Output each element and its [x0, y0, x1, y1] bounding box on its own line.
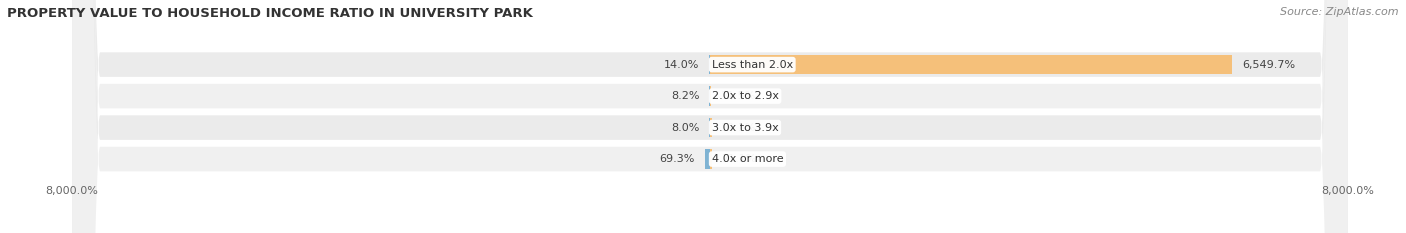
Legend: Without Mortgage, With Mortgage: Without Mortgage, With Mortgage	[593, 230, 827, 233]
Text: PROPERTY VALUE TO HOUSEHOLD INCOME RATIO IN UNIVERSITY PARK: PROPERTY VALUE TO HOUSEHOLD INCOME RATIO…	[7, 7, 533, 20]
Text: 69.3%: 69.3%	[659, 154, 695, 164]
FancyBboxPatch shape	[72, 0, 1348, 233]
Text: Source: ZipAtlas.com: Source: ZipAtlas.com	[1281, 7, 1399, 17]
FancyBboxPatch shape	[72, 0, 1348, 233]
Text: 3.0x to 3.9x: 3.0x to 3.9x	[711, 123, 779, 133]
Text: 21.1%: 21.1%	[721, 154, 756, 164]
Text: 8.2%: 8.2%	[671, 91, 700, 101]
Text: 4.0x or more: 4.0x or more	[711, 154, 783, 164]
Text: 11.5%: 11.5%	[720, 91, 756, 101]
Text: 6,549.7%: 6,549.7%	[1241, 60, 1295, 70]
Text: 2.0x to 2.9x: 2.0x to 2.9x	[711, 91, 779, 101]
Bar	[704, 149, 710, 169]
FancyBboxPatch shape	[72, 0, 1348, 233]
Text: 8.0%: 8.0%	[672, 123, 700, 133]
Bar	[710, 55, 1232, 74]
Bar	[710, 118, 711, 137]
FancyBboxPatch shape	[72, 0, 1348, 233]
Text: 14.0%: 14.0%	[664, 60, 699, 70]
Bar	[710, 149, 711, 169]
Text: Less than 2.0x: Less than 2.0x	[711, 60, 793, 70]
Text: 19.1%: 19.1%	[721, 123, 756, 133]
